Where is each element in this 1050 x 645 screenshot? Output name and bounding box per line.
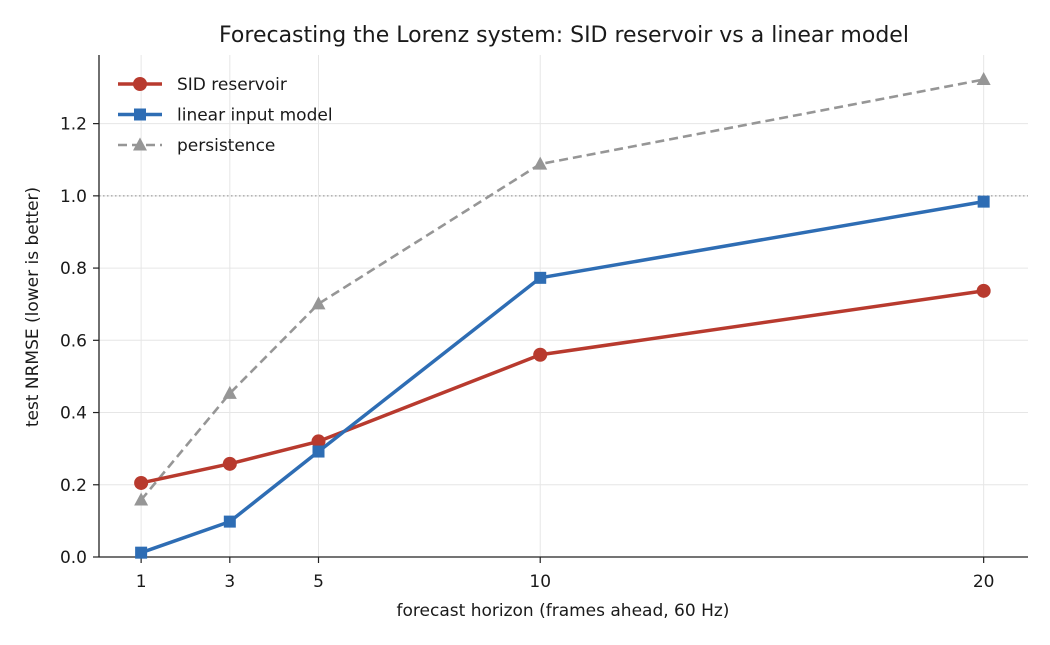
- series-layer: [134, 72, 991, 559]
- persistence-point: [222, 385, 237, 399]
- legend-swatch-marker: [133, 77, 147, 91]
- sid-reservoir-point: [533, 347, 548, 362]
- y-tick-label: 0.0: [60, 548, 87, 568]
- persistence-point: [134, 492, 149, 506]
- legend-label: SID reservoir: [177, 75, 287, 95]
- legend-label: persistence: [177, 136, 275, 156]
- axes-layer: 1 3 5 10 20 0.0 0.2 0.4 0.6 0.8 1.0 1.2: [60, 55, 1028, 592]
- linear-input-model-line: [140, 199, 984, 555]
- legend-item-linear-input-model: linear input model: [118, 106, 333, 126]
- persistence-line: [140, 78, 984, 501]
- series-persistence: [134, 72, 991, 506]
- y-axis-label: test NRMSE (lower is better): [23, 187, 43, 427]
- legend-swatch-marker: [134, 108, 146, 121]
- x-tick-label: 3: [224, 572, 235, 592]
- linear-input-model-point: [977, 195, 990, 208]
- legend-item-persistence: persistence: [118, 136, 275, 156]
- y-tick-label: 0.8: [60, 259, 87, 279]
- y-tick-label: 1.0: [60, 187, 87, 207]
- x-tick-label: 10: [529, 572, 551, 592]
- series-sid-reservoir: [134, 283, 991, 490]
- legend-item-sid-reservoir: SID reservoir: [118, 75, 287, 95]
- chart-title: Forecasting the Lorenz system: SID reser…: [219, 23, 909, 48]
- y-tick-label: 0.6: [60, 331, 87, 351]
- linear-input-model-point: [534, 271, 547, 284]
- x-tick-label: 5: [313, 572, 324, 592]
- persistence-point: [533, 156, 548, 170]
- series-linear-input-model: [135, 195, 990, 559]
- legend-label: linear input model: [177, 106, 333, 126]
- x-tick-label: 20: [973, 572, 995, 592]
- linear-input-model-point: [312, 445, 325, 458]
- sid-reservoir-point: [976, 283, 991, 298]
- y-tick-label: 1.2: [60, 115, 87, 135]
- sid-reservoir-point: [222, 456, 237, 471]
- linear-input-model-point: [135, 546, 148, 559]
- legend-swatch-marker: [133, 137, 147, 151]
- linear-input-model-point: [223, 515, 236, 528]
- persistence-point: [976, 72, 991, 86]
- sid-reservoir-point: [134, 475, 149, 490]
- y-tick-label: 0.2: [60, 476, 87, 496]
- x-tick-label: 1: [136, 572, 147, 592]
- legend: SID reservoir linear input model persisten…: [118, 75, 333, 156]
- sid-reservoir-line: [140, 289, 984, 485]
- x-axis-label: forecast horizon (frames ahead, 60 Hz): [397, 601, 730, 621]
- sid-reservoir-point: [311, 434, 326, 449]
- persistence-point: [311, 296, 326, 310]
- y-tick-label: 0.4: [60, 404, 87, 424]
